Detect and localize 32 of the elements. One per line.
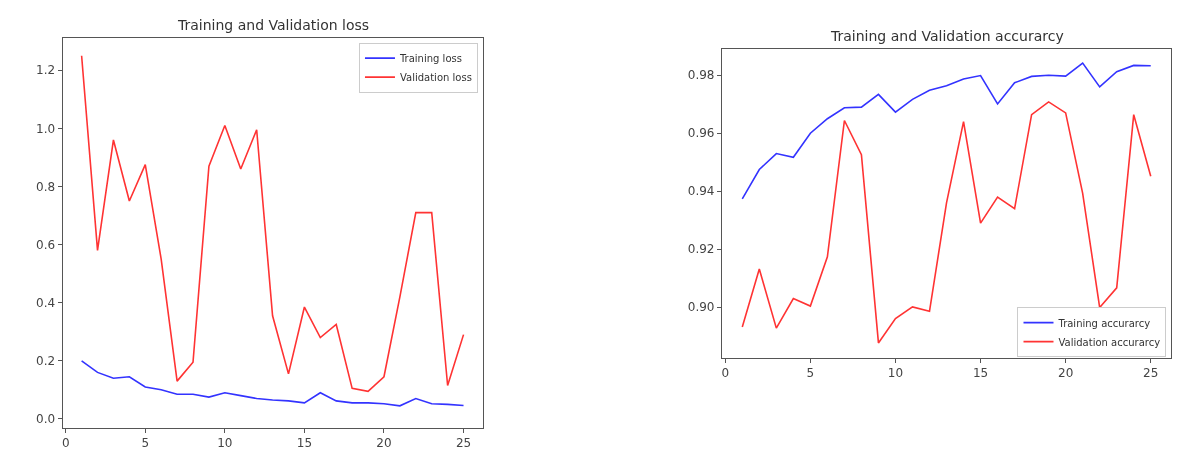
x-tick-label: 10 [217, 436, 233, 450]
x-tick-label: 20 [376, 436, 392, 450]
y-tick-label: 0.94 [687, 184, 715, 199]
chart-title: Training and Validation loss [177, 17, 370, 33]
y-tick-label: 0.0 [36, 412, 56, 427]
line-series [741, 62, 1152, 200]
line-series [80, 359, 465, 407]
x-tick-label: 25 [455, 436, 472, 450]
y-tick-label: 0.6 [36, 237, 56, 252]
x-tick-label: 0 [721, 366, 730, 381]
y-tick-label: 0.92 [687, 242, 715, 257]
x-tick-label: 25 [1143, 366, 1159, 381]
legend-label: Training accurarcy [1057, 317, 1151, 329]
x-tick-label: 10 [887, 366, 904, 381]
y-tick-label: 0.4 [36, 295, 56, 310]
x-tick-label: 5 [141, 436, 150, 450]
legend-label: Validation loss [399, 72, 472, 84]
x-tick-label: 5 [806, 366, 815, 381]
y-tick-label: 0.96 [687, 126, 715, 141]
y-tick-label: 0.2 [36, 353, 56, 368]
x-tick-label: 20 [1058, 366, 1074, 381]
y-tick-label: 1.2 [36, 63, 56, 78]
chart-title: Training and Validation accurarcy [830, 28, 1064, 44]
y-tick-label: 1.0 [36, 121, 56, 136]
y-tick-label: 0.90 [687, 300, 715, 315]
y-tick-label: 0.98 [687, 68, 715, 83]
legend-label: Training loss [398, 53, 462, 65]
x-tick-label: 15 [296, 436, 313, 450]
x-tick-label: 0 [61, 436, 70, 450]
legend-label: Validation accurarcy [1058, 336, 1161, 348]
x-tick-label: 15 [972, 366, 989, 381]
y-tick-label: 0.8 [36, 179, 56, 194]
